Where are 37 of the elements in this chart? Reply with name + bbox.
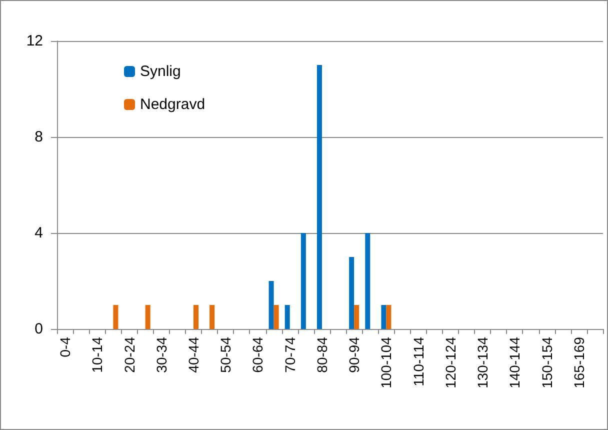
bar [386, 305, 392, 329]
bar [284, 305, 290, 329]
y-tick-label: 0 [34, 320, 43, 338]
legend-label: Synlig [140, 63, 181, 80]
x-tick-label: 140-144 [506, 336, 523, 388]
x-tick-label: 0-4 [57, 336, 74, 358]
bar [381, 305, 386, 329]
x-tick-label: 30-34 [153, 336, 170, 373]
x-tick-label: 60-64 [250, 336, 266, 373]
bar [274, 305, 279, 329]
x-tick-label: 100-104 [378, 336, 394, 388]
x-tick-label: 10-14 [89, 336, 106, 373]
legend-label: Nedgravd [140, 96, 206, 113]
bar [113, 305, 118, 329]
y-tick-label: 12 [26, 32, 43, 50]
bar [316, 65, 322, 329]
bar [300, 233, 306, 329]
x-tick-label: 110-114 [410, 336, 426, 386]
bar [210, 305, 215, 329]
x-tick-label: 90-94 [346, 336, 362, 373]
x-tick-label: 130-134 [474, 336, 491, 388]
bar [268, 281, 274, 329]
x-tick-label: 70-74 [282, 336, 298, 373]
y-tick-label: 8 [34, 128, 43, 146]
bar [194, 305, 198, 329]
bar [349, 257, 354, 329]
x-tick-label: 50-54 [218, 336, 234, 373]
x-tick-label: 150-154 [538, 336, 555, 388]
x-tick-label: 20-24 [121, 336, 138, 373]
y-tick-label: 4 [34, 224, 43, 242]
bar [354, 305, 360, 329]
x-tick-label: 165-169 [570, 336, 587, 388]
x-tick-label: 120-124 [442, 336, 458, 388]
x-tick-label: 40-44 [186, 336, 202, 373]
x-tick-label: 80-84 [314, 336, 330, 373]
bar [145, 305, 150, 329]
bar [365, 233, 370, 329]
